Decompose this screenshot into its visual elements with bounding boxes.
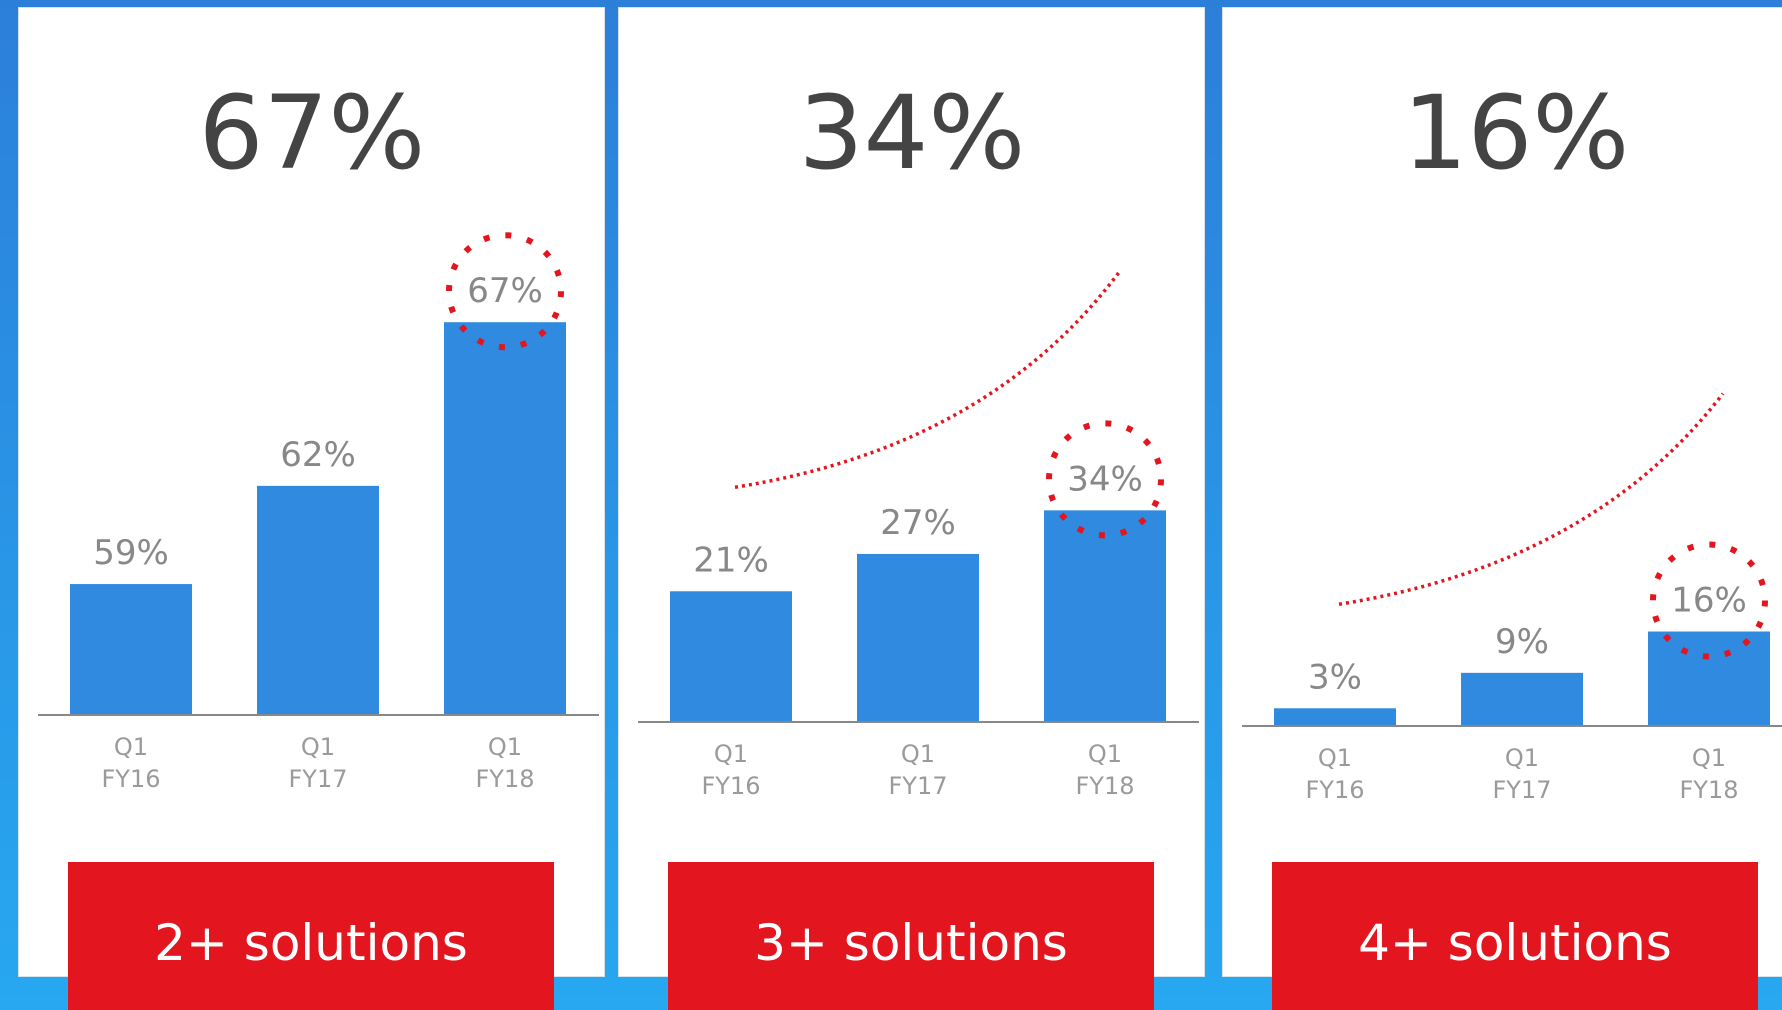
- x-tick-label: Q1 FY16: [701, 740, 761, 800]
- bar: [670, 591, 792, 722]
- chart-title: 67%: [199, 74, 426, 193]
- bar: [257, 485, 379, 715]
- value-label: 3%: [1308, 657, 1362, 697]
- bar: [857, 553, 979, 722]
- value-label: 21%: [693, 540, 769, 580]
- chart-title: 16%: [1403, 74, 1630, 193]
- footer-label: 2+ solutions: [68, 862, 554, 1010]
- value-label: 67%: [467, 271, 543, 311]
- footer-label: 4+ solutions: [1272, 862, 1758, 1010]
- bar: [1461, 672, 1583, 726]
- chart-title: 34%: [799, 74, 1026, 193]
- x-tick-label: Q1 FY18: [475, 733, 535, 793]
- trend-line: [1338, 392, 1725, 607]
- x-tick-label: Q1 FY17: [888, 740, 948, 800]
- bar: [1648, 631, 1770, 726]
- panel: 34% 21% 27% 34% Q1 FY16 Q1 FY17 Q1 FY18 3+ solu…: [618, 7, 1205, 1010]
- chart: 34% 21% 27% 34%: [638, 74, 1199, 723]
- highlight-circle: [1650, 541, 1768, 660]
- x-tick-label: Q1 FY17: [1492, 744, 1552, 804]
- bar: [1044, 510, 1166, 722]
- highlight-circle: [446, 232, 564, 351]
- value-label: 59%: [93, 533, 169, 573]
- panel: 67% 59% 62% 67% Q1 FY16 Q1 FY17 Q1 FY18 2+ solu…: [18, 7, 605, 1010]
- x-tick-label: Q1 FY18: [1679, 744, 1739, 804]
- value-label: 34%: [1067, 459, 1143, 499]
- value-label: 27%: [880, 503, 956, 543]
- value-label: 9%: [1495, 622, 1549, 662]
- bar: [444, 322, 566, 715]
- trend-line: [734, 271, 1121, 490]
- bar: [70, 584, 192, 715]
- bar: [1274, 708, 1396, 726]
- x-tick-label: Q1 FY18: [1075, 740, 1135, 800]
- value-label: 62%: [280, 435, 356, 475]
- chart: 67% 59% 62% 67%: [38, 74, 599, 716]
- footer-label: 3+ solutions: [668, 862, 1154, 1010]
- panel: 16% 3% 9% 16% Q1 FY16 Q1 FY17 Q1 FY18 4+ soluti…: [1222, 7, 1782, 1010]
- x-tick-label: Q1 FY16: [101, 733, 161, 793]
- x-tick-label: Q1 FY16: [1305, 744, 1365, 804]
- x-tick-label: Q1 FY17: [288, 733, 348, 793]
- chart: 16% 3% 9% 16%: [1242, 74, 1782, 727]
- highlight-circle: [1046, 420, 1164, 539]
- value-label: 16%: [1671, 581, 1747, 621]
